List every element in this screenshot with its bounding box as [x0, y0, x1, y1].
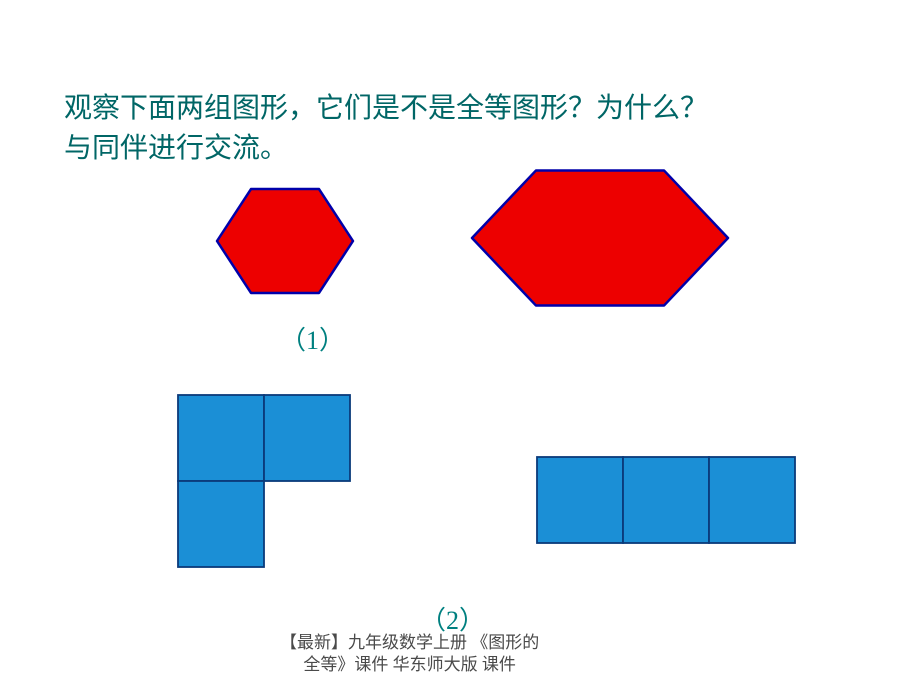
- squares-l-shape: [176, 393, 352, 569]
- group1-label: （1）: [280, 320, 345, 357]
- hexagon-small: [212, 176, 358, 306]
- footer-line2: 全等》课件 华东师大版 课件: [303, 655, 516, 674]
- question-line-2: 与同伴进行交流。: [64, 126, 288, 166]
- squares-row: [535, 455, 797, 545]
- question-line-1: 观察下面两组图形，它们是不是全等图形？为什么？: [64, 86, 708, 126]
- footer-text: 【最新】九年级数学上册 《图形的 全等》课件 华东师大版 课件: [280, 632, 539, 676]
- hexagon-large: [467, 155, 733, 321]
- footer-line1: 【最新】九年级数学上册 《图形的: [280, 633, 539, 652]
